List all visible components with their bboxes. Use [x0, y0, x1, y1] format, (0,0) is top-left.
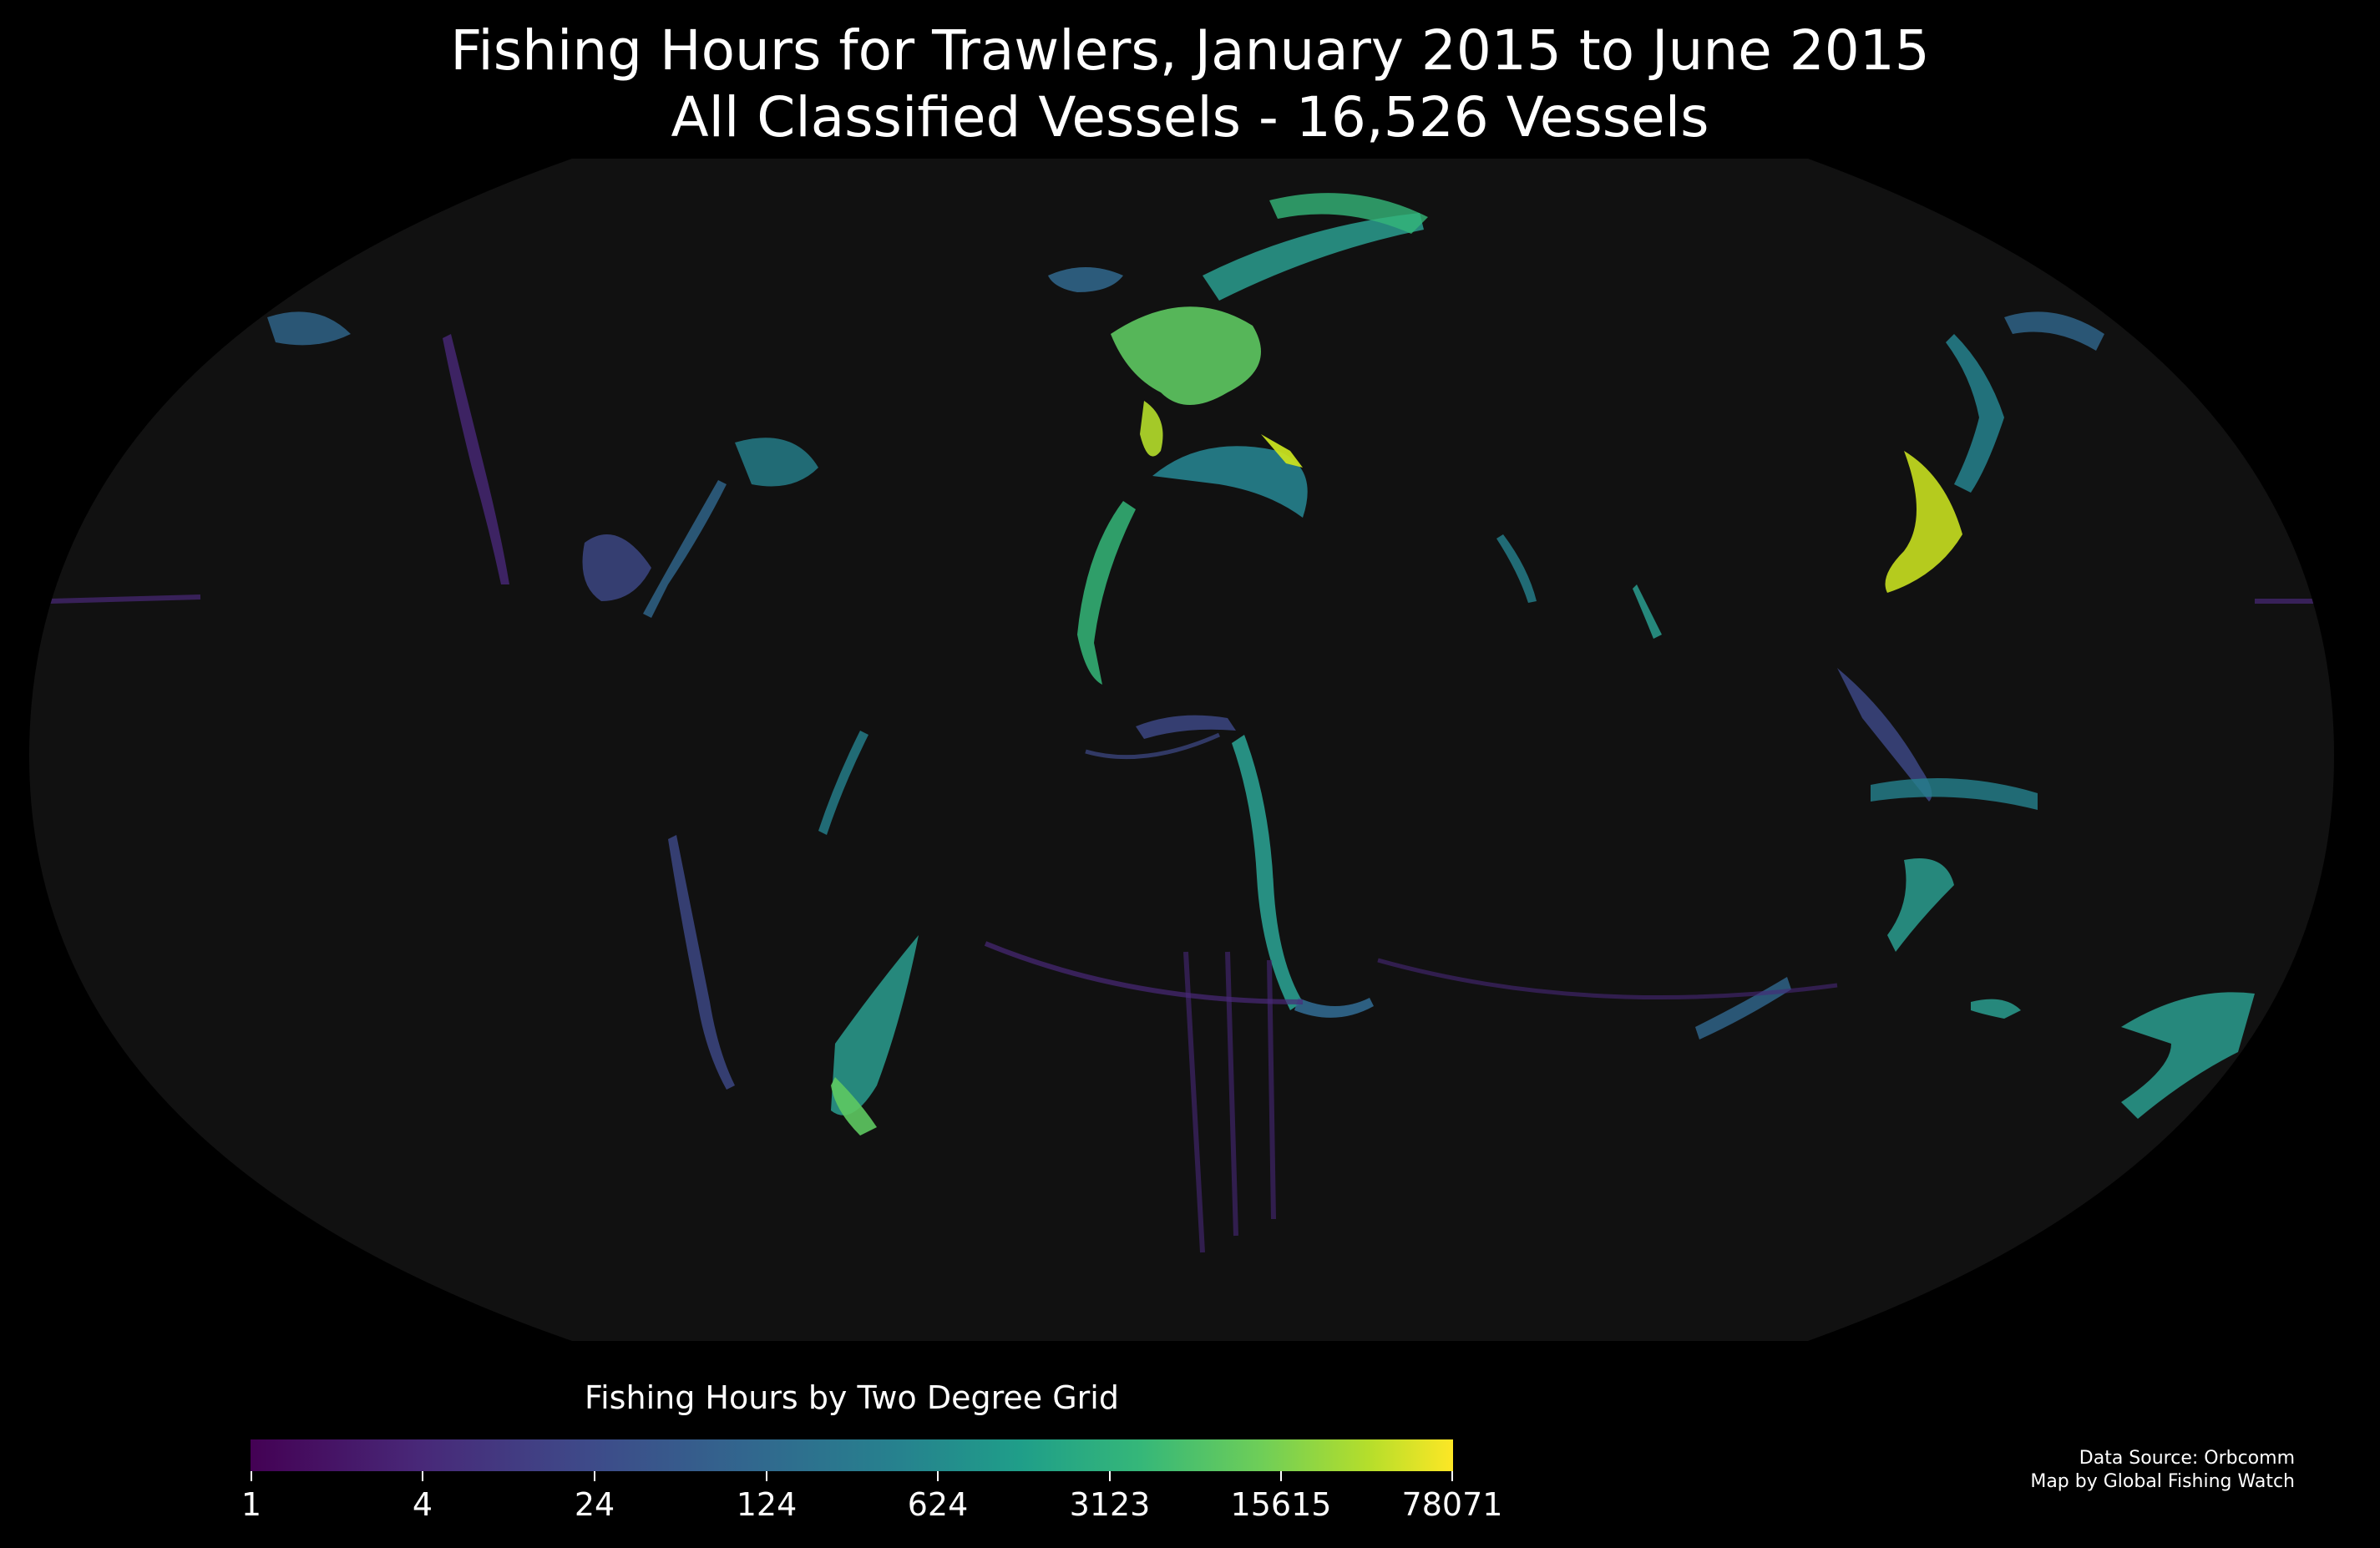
fishing-band-newfoundland [735, 438, 818, 487]
colorbar-tick-label: 124 [736, 1486, 798, 1523]
fishing-band-norway [1203, 213, 1424, 301]
fishing-band-india-west [1496, 534, 1537, 603]
colorbar-title: Fishing Hours by Two Degree Grid [585, 1379, 1119, 1416]
colorbar-tick-label: 1 [241, 1486, 262, 1523]
fishing-track-indian-ocean [1377, 958, 1838, 1000]
fishing-band-gulf-of-mexico [582, 534, 651, 601]
fishing-band-tasman [1971, 999, 2021, 1019]
colorbar-tick [766, 1471, 767, 1481]
data-source-credit: Data Source: Orbcomm [2079, 1448, 2295, 1469]
fishing-band-japan-kuril [1946, 334, 2004, 493]
colorbar-tick [1451, 1471, 1453, 1481]
fishing-band-alaska [267, 311, 351, 346]
fishing-track-equatorial-atlantic [1085, 732, 1221, 760]
fishing-band-west-africa [1077, 501, 1136, 685]
map-title: Fishing Hours for Trawlers, January 2015… [450, 18, 1930, 83]
fishing-band-southwest-africa [1232, 735, 1303, 1010]
map-subtitle: All Classified Vessels - 16,526 Vessels [671, 85, 1709, 149]
fishing-band-barents [1269, 193, 1428, 234]
fishing-hotspot-falklands [831, 1077, 877, 1136]
fishing-band-south-africa [1294, 998, 1374, 1018]
fishing-hotspot-north-sea [1111, 306, 1261, 405]
fishing-hotspot-east-china-sea [1885, 451, 1962, 593]
fishing-band-us-east-coast [643, 480, 727, 618]
fishing-band-west-australia [1887, 858, 1954, 952]
fishing-activity-layer [49, 193, 2330, 1253]
colorbar-tick [251, 1471, 252, 1481]
fishing-band-south-china-sea [1837, 668, 1932, 802]
fishing-band-iceland [1048, 267, 1123, 292]
fishing-hotspot-adriatic [1261, 434, 1303, 468]
colorbar-tick-label: 78071 [1401, 1486, 1503, 1523]
map-author-credit: Map by Global Fishing Watch [2030, 1471, 2295, 1492]
fishing-band-okhotsk [2004, 311, 2104, 351]
colorbar-tick-label: 24 [574, 1486, 615, 1523]
fishing-band-brazil [818, 731, 868, 835]
fishing-band-indonesia [1871, 778, 2038, 810]
colorbar-tick [1109, 1471, 1111, 1481]
fishing-band-gulf-of-guinea [1136, 715, 1236, 739]
fishing-band-new-zealand [2121, 992, 2255, 1119]
fishing-band-biscay [1140, 401, 1163, 457]
colorbar-tick [422, 1471, 423, 1481]
fishing-band-mediterranean [1152, 446, 1308, 518]
colorbar-tick-label: 4 [412, 1486, 433, 1523]
colorbar-tick [937, 1471, 939, 1481]
colorbar-tick [1280, 1471, 1282, 1481]
fishing-track-south-atlantic [984, 941, 1304, 1004]
fishing-band-bay-of-bengal [1633, 584, 1662, 639]
colorbar [251, 1439, 1453, 1471]
colorbar-tick [594, 1471, 595, 1481]
colorbar-tick-label: 3123 [1069, 1486, 1151, 1523]
fishing-band-north-america-west [443, 334, 509, 584]
colorbar-tick-label: 15615 [1230, 1486, 1332, 1523]
fishing-band-chile-peru [668, 835, 735, 1090]
colorbar-tick-label: 624 [907, 1486, 969, 1523]
fishing-band-patagonia [831, 935, 919, 1115]
